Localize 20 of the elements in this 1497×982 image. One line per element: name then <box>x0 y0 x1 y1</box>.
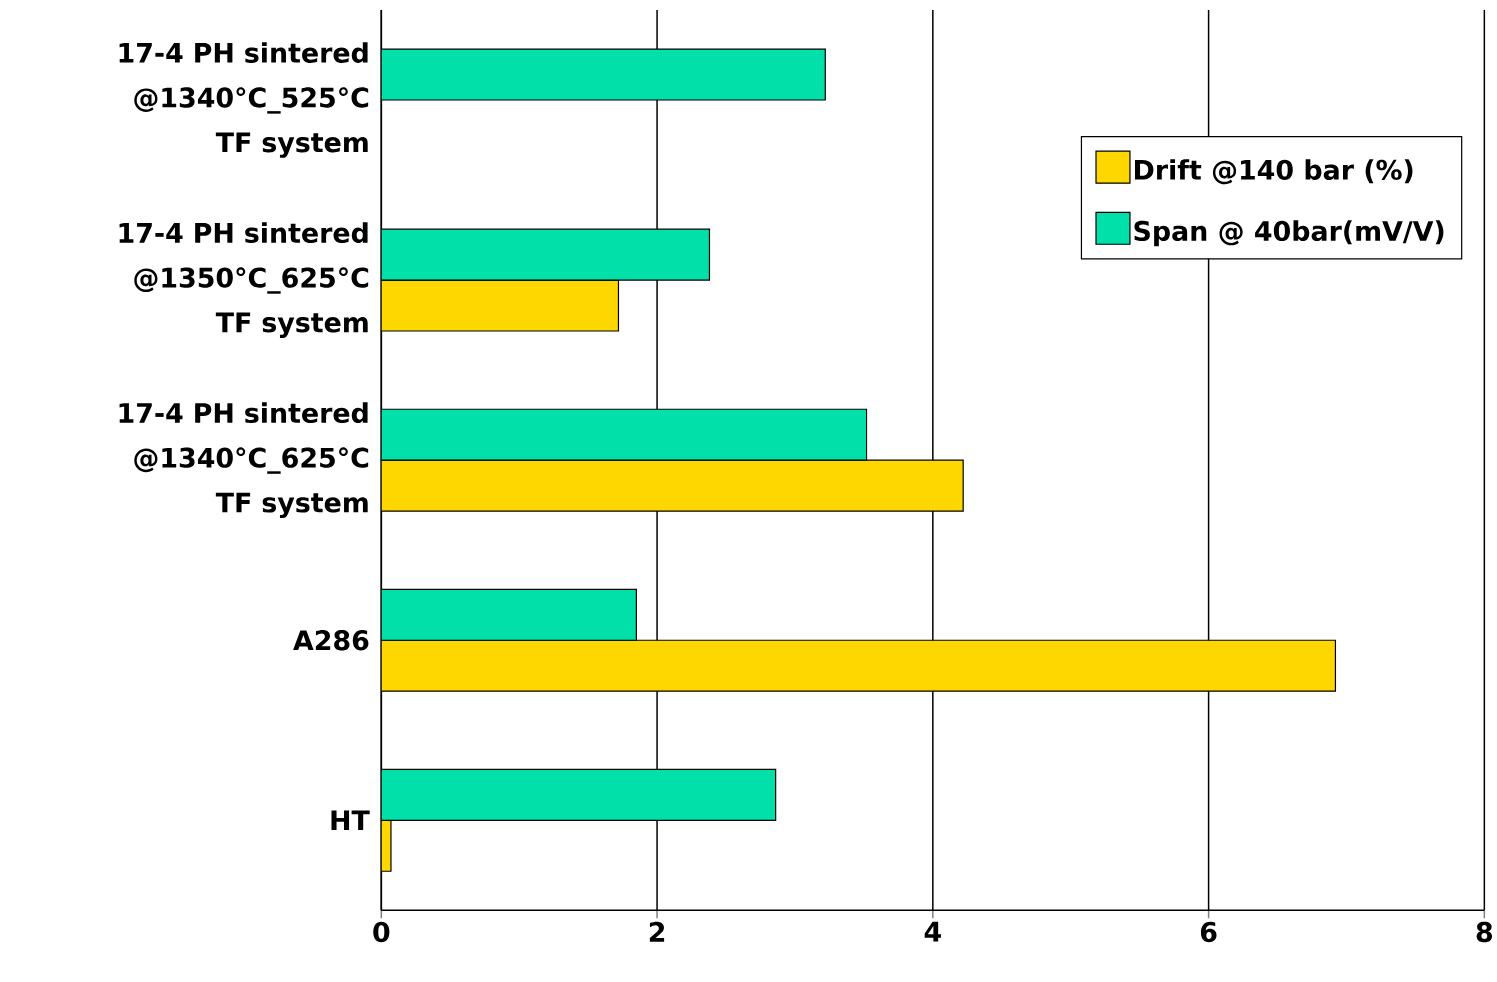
x-tick-label: 2 <box>649 921 665 942</box>
legend-label: Drift @140 bar (%) <box>1135 159 1413 185</box>
bar <box>381 588 637 641</box>
bar <box>381 279 620 332</box>
y-tick-label: HT <box>331 810 370 830</box>
bar <box>381 459 964 512</box>
y-tick-label: 17-4 PH sintered @1340°C_625°C TF system <box>119 402 369 518</box>
x-tick-label: 0 <box>373 921 390 943</box>
y-tick-label: 17-4 PH sintered @1340°C_525°C TF system <box>119 42 369 158</box>
y-tick-label: 17-4 PH sintered @1350°C_625°C TF system <box>119 222 369 338</box>
bar <box>381 408 868 461</box>
x-tick-label: 4 <box>924 921 941 942</box>
bar <box>381 228 711 281</box>
x-tick-label: 6 <box>1200 921 1217 943</box>
legend-label: Span @ 40bar(mV/V) <box>1134 220 1444 247</box>
bar <box>381 639 1337 692</box>
bar <box>381 768 777 821</box>
bar <box>381 48 826 101</box>
x-tick-label: 8 <box>1476 921 1493 943</box>
y-tick-label: A286 <box>293 629 369 651</box>
